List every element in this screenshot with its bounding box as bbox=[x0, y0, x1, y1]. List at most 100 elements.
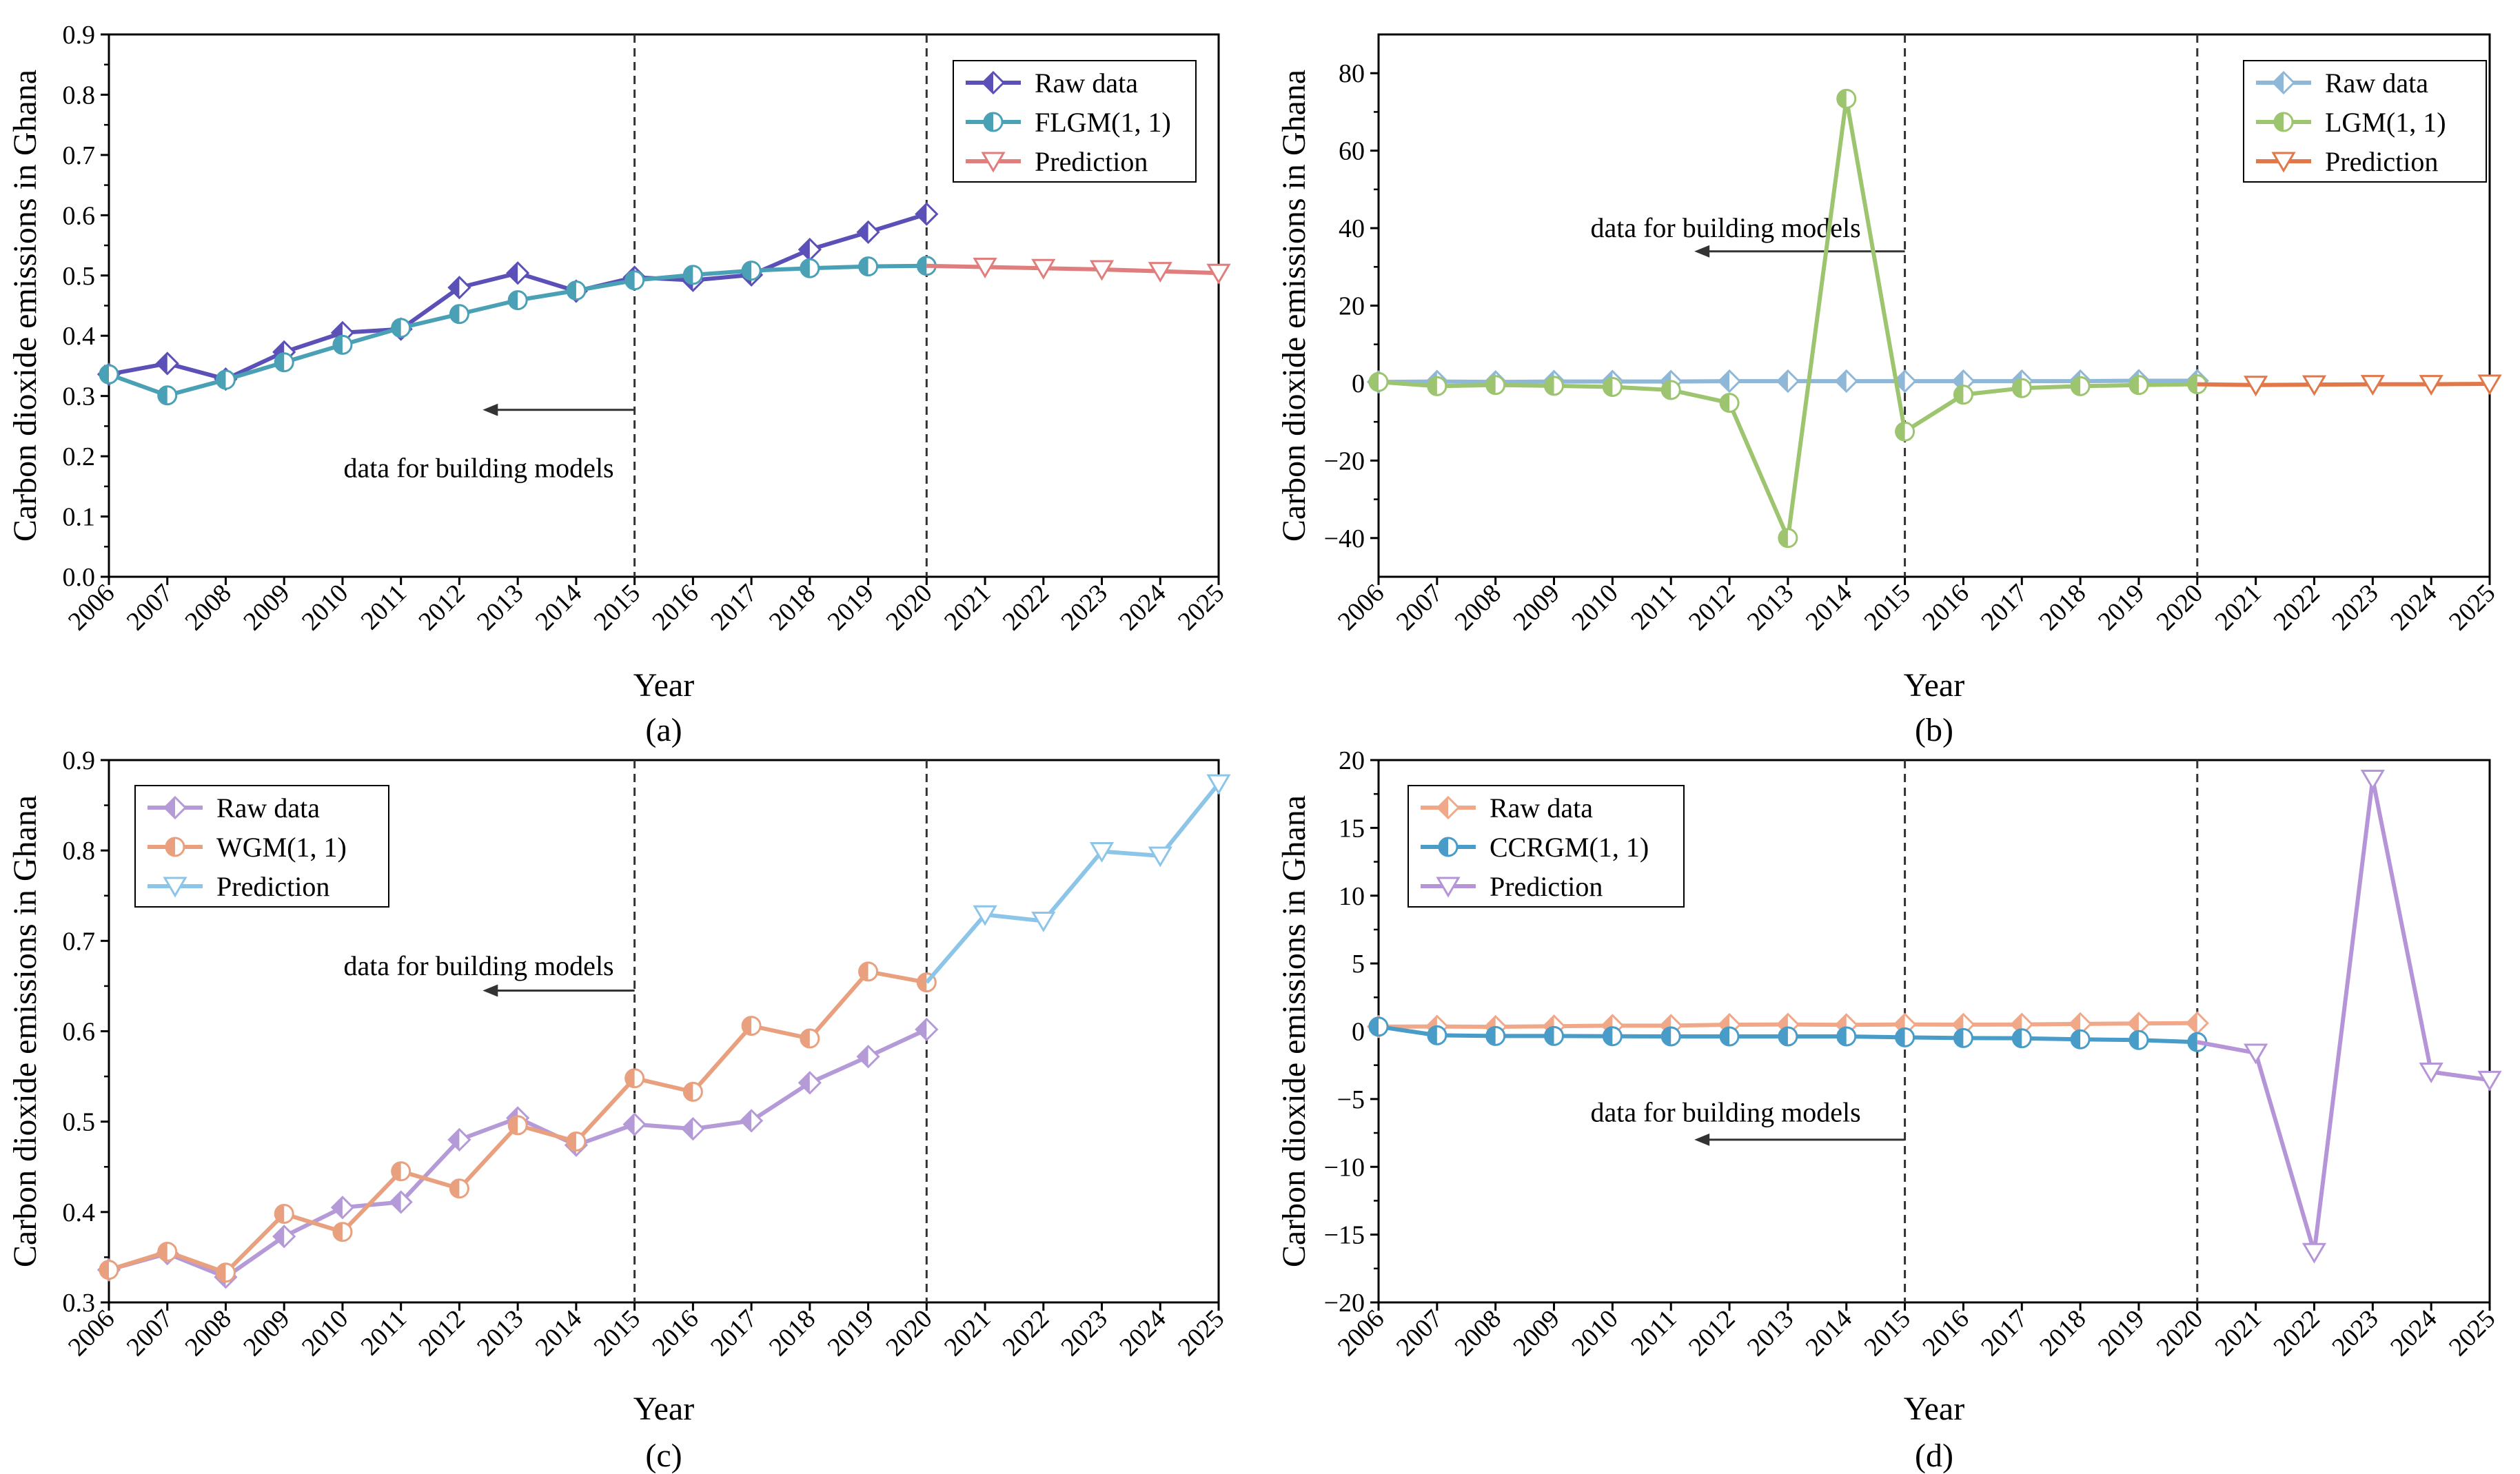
y-tick-label: −10 bbox=[1324, 1153, 1365, 1182]
data-point bbox=[274, 1203, 294, 1224]
data-point bbox=[2185, 1011, 2209, 1035]
data-point bbox=[624, 1068, 645, 1089]
data-point bbox=[1485, 1025, 1506, 1046]
data-point bbox=[1778, 528, 1798, 549]
x-tick-label: 2022 bbox=[2268, 1304, 2325, 1362]
x-tick-label: 2024 bbox=[2385, 1304, 2442, 1362]
data-point bbox=[856, 1045, 880, 1069]
data-point bbox=[1776, 369, 1800, 393]
x-axis-title: Year bbox=[1904, 667, 1964, 704]
x-tick-label: 2017 bbox=[705, 579, 762, 636]
x-tick-label: 2023 bbox=[1055, 1304, 1112, 1362]
x-tick-label: 2025 bbox=[1172, 579, 1230, 636]
data-point bbox=[157, 385, 178, 406]
y-tick-label: 0.5 bbox=[63, 1108, 96, 1137]
data-point bbox=[1368, 1016, 1389, 1037]
legend-label: Raw data bbox=[1035, 68, 1138, 99]
x-tick-label: 2010 bbox=[296, 1304, 354, 1362]
data-point bbox=[1031, 911, 1056, 932]
data-point bbox=[1778, 1026, 1798, 1047]
annotation-arrow-head bbox=[1694, 245, 1710, 258]
series-lgm-1-1- bbox=[1368, 88, 2208, 549]
legend-swatch-marker bbox=[2273, 112, 2294, 132]
data-point bbox=[1544, 1025, 1565, 1046]
data-point bbox=[506, 261, 530, 285]
x-tick-label: 2015 bbox=[1859, 579, 1916, 636]
x-tick-label: 2020 bbox=[880, 1304, 937, 1362]
x-tick-label: 2023 bbox=[2326, 579, 2384, 636]
x-tick-label: 2025 bbox=[2443, 579, 2501, 636]
x-tick-label: 2009 bbox=[238, 1304, 295, 1362]
data-point bbox=[2360, 770, 2385, 791]
data-point bbox=[1836, 1026, 1857, 1047]
data-point bbox=[2477, 374, 2502, 396]
y-tick-label: −15 bbox=[1324, 1221, 1365, 1250]
series-prediction bbox=[2197, 374, 2502, 397]
legend-label: FLGM(1, 1) bbox=[1035, 107, 1171, 138]
x-tick-label: 2016 bbox=[1917, 579, 1974, 636]
y-tick-label: 0.9 bbox=[63, 746, 96, 775]
x-tick-label: 2021 bbox=[2210, 1304, 2267, 1362]
data-point bbox=[1893, 369, 1917, 393]
x-tick-label: 2010 bbox=[1566, 1304, 1623, 1362]
data-point bbox=[973, 258, 997, 278]
legend-swatch-marker bbox=[981, 70, 1006, 95]
x-axis-title: Year bbox=[633, 1391, 694, 1427]
data-point bbox=[741, 260, 762, 281]
x-tick-label: 2020 bbox=[880, 579, 937, 636]
data-point bbox=[389, 1190, 413, 1214]
x-tick-label: 2025 bbox=[2443, 1304, 2501, 1362]
x-tick-label: 2022 bbox=[997, 579, 1055, 636]
legend-label: Raw data bbox=[216, 792, 320, 823]
x-tick-label: 2011 bbox=[356, 579, 412, 635]
data-point bbox=[1485, 375, 1506, 396]
x-tick-label: 2019 bbox=[822, 1304, 880, 1362]
data-point bbox=[215, 1262, 236, 1283]
y-axis-title: Carbon dioxide emissions in Ghana bbox=[1276, 795, 1312, 1267]
data-point bbox=[447, 276, 471, 300]
y-tick-label: 20 bbox=[1339, 746, 1365, 775]
annotation-text: data for building models bbox=[1590, 212, 1860, 243]
data-point bbox=[915, 1017, 939, 1041]
x-tick-label: 2022 bbox=[997, 1304, 1055, 1362]
data-point bbox=[1368, 371, 1389, 392]
annotation-text: data for building models bbox=[343, 453, 613, 484]
legend-label: Raw data bbox=[1490, 792, 1593, 823]
x-tick-label: 2012 bbox=[1683, 1304, 1740, 1362]
y-tick-label: 15 bbox=[1339, 814, 1365, 843]
data-point bbox=[1206, 774, 1231, 795]
annotation-arrow-head bbox=[1694, 1133, 1710, 1146]
legend-swatch-marker bbox=[2271, 70, 2296, 95]
legend: Raw data LGM(1, 1) Prediction bbox=[2243, 60, 2487, 183]
x-tick-label: 2007 bbox=[1391, 1304, 1448, 1362]
data-point bbox=[1544, 376, 1565, 396]
data-point bbox=[2011, 1028, 2032, 1049]
data-point bbox=[915, 202, 939, 226]
data-point bbox=[1602, 1026, 1623, 1047]
x-tick-label: 2020 bbox=[2151, 1304, 2208, 1362]
x-tick-label: 2023 bbox=[2326, 1304, 2384, 1362]
y-tick-label: 0 bbox=[1352, 1018, 1365, 1047]
data-point bbox=[332, 334, 353, 355]
data-point bbox=[2419, 1063, 2443, 1083]
legend-label: Prediction bbox=[2325, 146, 2438, 177]
x-tick-label: 2010 bbox=[1566, 579, 1623, 636]
y-tick-label: −20 bbox=[1324, 447, 1365, 475]
data-point bbox=[1834, 369, 1858, 393]
data-point bbox=[1427, 1025, 1447, 1045]
x-tick-label: 2017 bbox=[1975, 579, 2033, 636]
legend-label: Prediction bbox=[1490, 871, 1603, 902]
legend: Raw data CCRGM(1, 1) Prediction bbox=[1408, 785, 1685, 908]
data-point bbox=[2301, 375, 2327, 396]
y-tick-label: 0.0 bbox=[63, 563, 96, 592]
x-tick-label: 2024 bbox=[2385, 579, 2442, 636]
data-point bbox=[2070, 376, 2091, 396]
x-tick-label: 2007 bbox=[121, 1304, 179, 1362]
x-tick-label: 2012 bbox=[413, 579, 470, 636]
legend-swatch-marker bbox=[2271, 152, 2296, 173]
y-tick-label: 0.4 bbox=[63, 322, 96, 351]
y-tick-label: 5 bbox=[1352, 950, 1365, 979]
legend-label: LGM(1, 1) bbox=[2325, 107, 2446, 138]
data-point bbox=[330, 1196, 355, 1220]
data-point bbox=[1953, 385, 1973, 405]
